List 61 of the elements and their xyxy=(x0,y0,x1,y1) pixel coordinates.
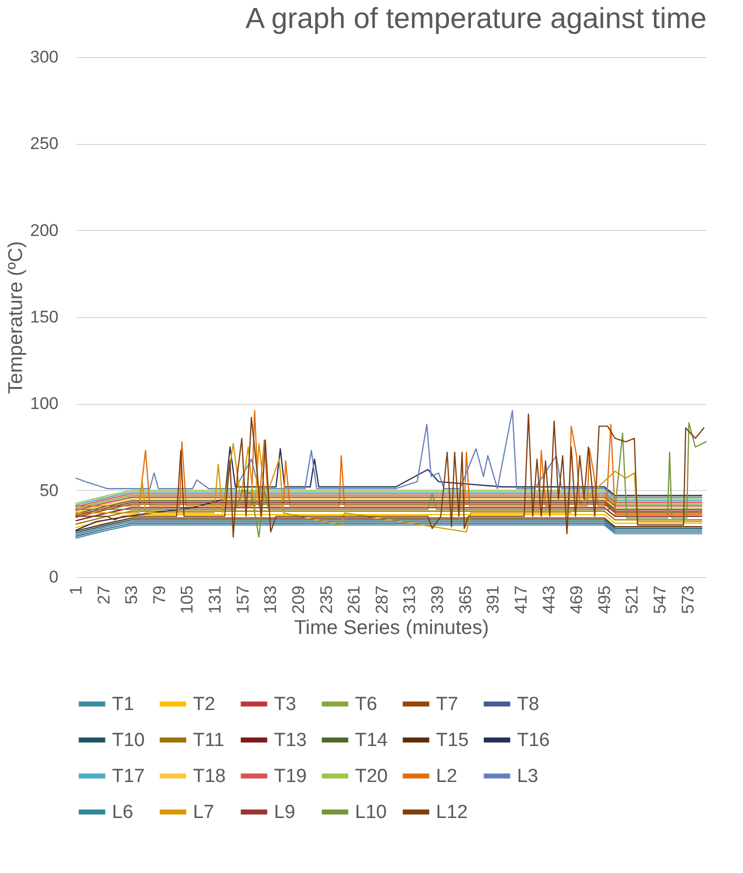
legend-label: L7 xyxy=(193,802,214,823)
legend-label: L12 xyxy=(436,802,468,823)
legend-label: L2 xyxy=(436,766,458,787)
legend-label: T14 xyxy=(355,730,388,751)
y-tick-label: 300 xyxy=(30,48,58,66)
x-tick-label: 521 xyxy=(622,586,642,614)
legend-label: T15 xyxy=(436,730,469,751)
legend-label: L6 xyxy=(112,802,134,823)
x-tick-label: 209 xyxy=(288,586,308,614)
x-tick-label: 79 xyxy=(150,586,169,604)
x-tick-label: 1 xyxy=(66,586,86,595)
x-tick-label: 27 xyxy=(94,586,114,604)
legend-label: L10 xyxy=(355,802,387,823)
legend-label: T1 xyxy=(112,694,134,715)
x-tick-label: 131 xyxy=(206,586,225,614)
legend-label: T20 xyxy=(355,766,388,787)
legend-label: T2 xyxy=(193,694,216,715)
legend-label: L3 xyxy=(517,766,538,787)
line-series xyxy=(75,507,702,522)
x-tick-label: 417 xyxy=(511,586,530,614)
line-series xyxy=(75,410,702,498)
legend-label: T13 xyxy=(274,730,307,751)
y-axis-title: Temperature (ºC) xyxy=(5,241,28,394)
line-series xyxy=(75,410,702,516)
y-tick-label: 0 xyxy=(49,568,58,586)
legend-label: T17 xyxy=(112,766,145,787)
x-tick-label: 365 xyxy=(456,586,475,614)
x-tick-label: 443 xyxy=(539,586,558,614)
legend-label: T11 xyxy=(193,730,224,751)
x-tick-label: 313 xyxy=(400,586,420,614)
legend-label: T8 xyxy=(517,694,540,715)
chart-title: A graph of temperature against time xyxy=(246,3,707,35)
x-tick-label: 339 xyxy=(428,586,448,614)
line-series xyxy=(75,514,702,528)
y-tick-label: 50 xyxy=(40,480,58,500)
x-tick-label: 391 xyxy=(484,586,503,614)
y-tick-label: 150 xyxy=(30,308,58,326)
x-tick-label: 183 xyxy=(261,586,280,614)
legend-label: L9 xyxy=(274,802,296,823)
x-tick-label: 547 xyxy=(650,586,670,614)
x-axis-title: Time Series (minutes) xyxy=(294,616,489,639)
legend-label: T3 xyxy=(274,694,296,715)
y-tick-label: 200 xyxy=(30,220,58,240)
x-tick-label: 261 xyxy=(344,586,364,614)
x-tick-label: 573 xyxy=(678,586,698,614)
x-tick-label: 495 xyxy=(594,586,614,614)
x-tick-label: 235 xyxy=(316,586,336,614)
x-tick-label: 105 xyxy=(178,586,197,614)
x-tick-label: 157 xyxy=(233,586,252,614)
legend-label: T19 xyxy=(274,766,307,787)
x-tick-label: 287 xyxy=(372,586,392,614)
legend-label: T16 xyxy=(517,730,550,751)
x-tick-label: 53 xyxy=(122,586,142,604)
y-tick-label: 250 xyxy=(30,134,58,154)
legend-label: T6 xyxy=(355,694,378,715)
legend-label: T10 xyxy=(112,730,145,751)
y-tick-label: 100 xyxy=(30,394,58,414)
x-tick-label: 469 xyxy=(567,586,586,614)
legend-label: T18 xyxy=(193,766,226,787)
line-series xyxy=(75,510,702,525)
legend-label: T7 xyxy=(436,694,458,715)
